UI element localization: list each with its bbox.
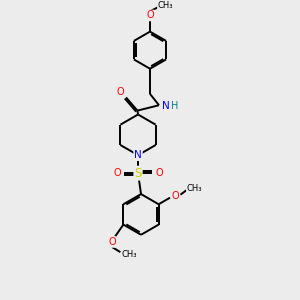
- Text: N: N: [162, 101, 170, 111]
- Text: N: N: [134, 150, 142, 160]
- Text: H: H: [171, 101, 178, 111]
- Text: O: O: [172, 191, 179, 201]
- Text: O: O: [117, 87, 124, 97]
- Text: CH₃: CH₃: [122, 250, 137, 259]
- Text: O: O: [108, 237, 116, 247]
- Text: CH₃: CH₃: [187, 184, 202, 193]
- Text: O: O: [155, 168, 163, 178]
- Text: O: O: [146, 11, 154, 20]
- Text: S: S: [134, 167, 142, 180]
- Text: O: O: [113, 168, 121, 178]
- Text: CH₃: CH₃: [158, 1, 173, 10]
